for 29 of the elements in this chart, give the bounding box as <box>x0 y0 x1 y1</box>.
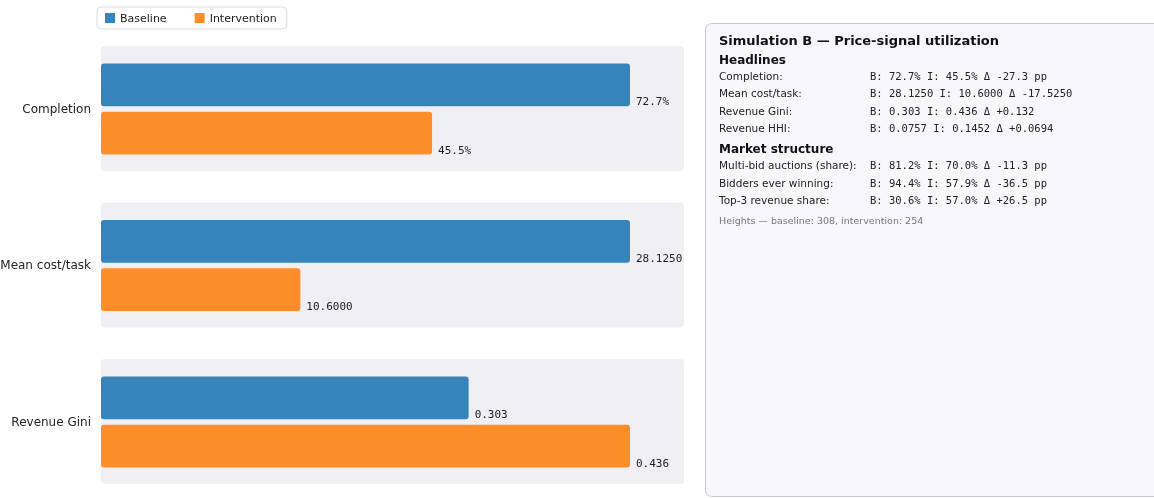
y-tick-label: Completion <box>22 101 91 116</box>
data-label: 72.7% <box>636 95 670 109</box>
text: Completion: <box>719 70 783 82</box>
text: B: 28.1250 I: 10.6000 Δ -17.5250 <box>870 87 1073 100</box>
text: Bidders ever winning: <box>719 176 834 189</box>
data-label: 10.6000 <box>306 300 353 314</box>
text: Headlines <box>719 53 786 67</box>
text: Top-3 revenue share: <box>718 193 830 206</box>
text: Heights — baseline: 308, intervention: 254 <box>719 215 924 227</box>
text: B: 30.6% I: 57.0% Δ +26.5 pp <box>870 193 1048 206</box>
text: Revenue HHI: <box>719 121 791 134</box>
text: Mean cost/task: <box>719 87 802 100</box>
data-label: 0.303 <box>474 408 508 422</box>
y-tick-label: Revenue Gini <box>11 414 91 429</box>
text: B: 72.7% I: 45.5% Δ -27.3 pp <box>870 70 1048 82</box>
text: B: 81.2% I: 70.0% Δ -11.3 pp <box>870 159 1048 172</box>
text: B: 94.4% I: 57.9% Δ -36.5 pp <box>870 176 1048 189</box>
legend-label: Baseline <box>120 12 167 25</box>
text: B: 0.0757 I: 0.1452 Δ +0.0694 <box>870 121 1054 134</box>
text: B: 0.303 I: 0.436 Δ +0.132 <box>870 104 1035 117</box>
text: Simulation B — Price-signal utilization <box>719 33 1000 48</box>
legend-label: Intervention <box>209 12 277 25</box>
text: Multi-bid auctions (share): <box>719 159 857 172</box>
data-label: 45.5% <box>438 143 472 157</box>
text: Market structure <box>719 142 834 157</box>
text: Revenue Gini: <box>719 104 793 117</box>
y-tick-label: Mean cost/task <box>0 258 92 272</box>
data-label: 0.436 <box>636 456 670 470</box>
data-label: 28.1250 <box>636 251 683 265</box>
